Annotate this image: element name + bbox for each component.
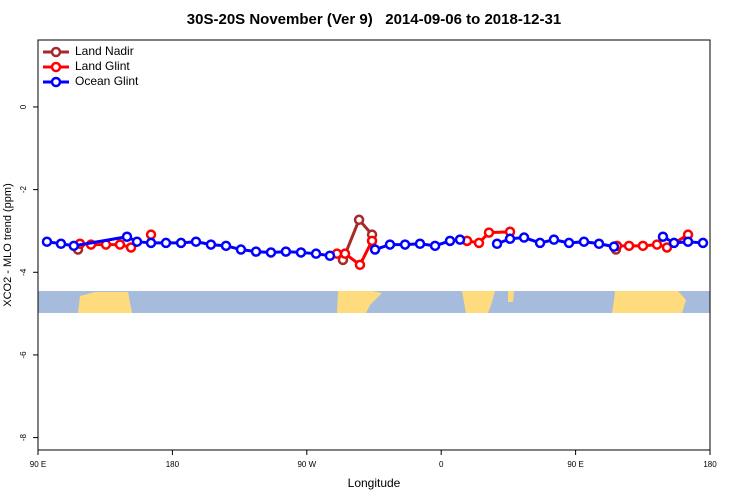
data-point [661, 242, 673, 253]
plot-frame [37, 39, 711, 451]
data-point [429, 240, 441, 252]
map-strip [38, 291, 710, 313]
data-point [608, 241, 620, 252]
data-point [68, 240, 80, 252]
data-point [578, 236, 590, 247]
data-point [366, 235, 378, 247]
data-point [55, 238, 67, 250]
y-tick-label: -4 [19, 268, 28, 276]
data-point [235, 244, 247, 255]
chart-title: 30S-20S November (Ver 9) 2014-09-06 to 2… [187, 11, 561, 28]
ocean-strip [38, 291, 710, 313]
data-point [354, 259, 366, 271]
data-point [220, 240, 232, 252]
legend-label: Land Nadir [75, 44, 134, 58]
x-tick-label: 180 [703, 460, 717, 469]
data-point [121, 231, 133, 242]
data-point [145, 229, 157, 240]
legend-marker [50, 46, 62, 58]
data-point [41, 236, 53, 247]
x-tick-label: 90 E [567, 460, 583, 469]
data-point [399, 239, 411, 250]
data-point [160, 237, 172, 249]
data-point [623, 240, 635, 252]
data-point [250, 246, 262, 257]
data-point [353, 214, 365, 226]
data-point [483, 227, 495, 238]
data-point [651, 239, 663, 250]
data-point [414, 238, 426, 250]
land [508, 291, 514, 302]
data-point [444, 235, 456, 247]
data-point [280, 246, 292, 257]
data-point [637, 240, 649, 252]
data-point [114, 239, 126, 250]
x-tick-label: 180 [166, 460, 180, 469]
data-point [384, 239, 396, 250]
data-point [668, 237, 680, 249]
y-tick-label: -6 [19, 351, 28, 359]
data-point [697, 237, 709, 249]
x-tick-label: 90 W [297, 460, 316, 469]
land [337, 291, 382, 313]
data-point [504, 233, 516, 245]
data-point [265, 247, 277, 258]
data-point [454, 234, 466, 245]
data-point [295, 247, 307, 258]
y-tick-label: -8 [19, 433, 28, 441]
x-tick-label: 90 E [30, 460, 46, 469]
land [612, 291, 686, 313]
x-tick-label: 0 [439, 460, 444, 469]
legend-label: Land Glint [75, 59, 130, 73]
legend-marker [50, 61, 62, 73]
y-tick-label: -2 [19, 186, 28, 194]
data-point [518, 232, 530, 243]
data-point [657, 231, 669, 242]
data-point [369, 244, 381, 255]
data-point [125, 242, 137, 253]
legend-label: Ocean Glint [75, 74, 139, 88]
data-point [131, 236, 143, 247]
data-point [491, 238, 503, 250]
data-point [324, 250, 336, 261]
y-axis-label: XCO2 - MLO trend (ppm) [2, 183, 14, 306]
data-point [339, 248, 351, 259]
data-point [175, 237, 187, 249]
data-point [310, 248, 322, 259]
data-point [563, 237, 575, 249]
data-point [682, 236, 694, 247]
x-axis-label: Longitude [348, 476, 401, 490]
data-point [548, 234, 560, 245]
data-point [205, 239, 217, 250]
data-point [145, 237, 157, 249]
data-point [593, 238, 605, 250]
data-point [534, 237, 546, 249]
data-point [190, 236, 202, 247]
legend-marker [50, 76, 62, 88]
y-tick-label: 0 [19, 104, 28, 109]
land [462, 291, 495, 313]
land [78, 292, 132, 313]
data-point [473, 237, 485, 249]
